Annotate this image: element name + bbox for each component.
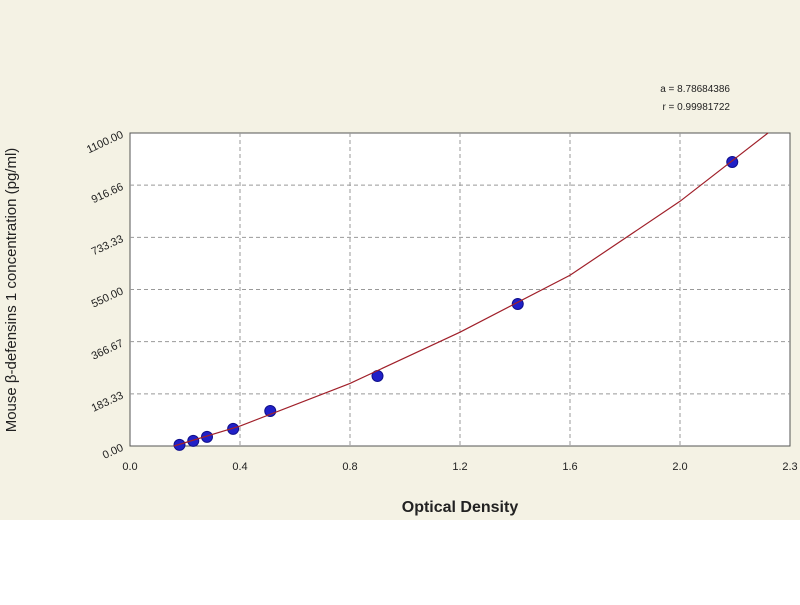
x-axis-title: Optical Density (402, 499, 519, 516)
x-tick-label: 1.6 (562, 461, 577, 473)
x-tick-label: 0.8 (342, 461, 357, 473)
x-tick-label: 1.2 (452, 461, 467, 473)
x-tick-label: 0.0 (122, 461, 137, 473)
x-tick-label: 2.3 (782, 461, 797, 473)
data-point (227, 422, 240, 435)
x-tick-label: 2.0 (672, 461, 687, 473)
data-point (201, 430, 213, 443)
annotation: r = 0.99981722 (662, 102, 730, 113)
annotation: a = 8.78684386 (660, 84, 730, 95)
y-axis-title: Mouse β-defensins 1 concentration (pg/ml… (3, 148, 20, 433)
x-tick-label: 0.4 (232, 461, 247, 473)
fit-curve (173, 132, 769, 447)
data-point (187, 434, 200, 447)
